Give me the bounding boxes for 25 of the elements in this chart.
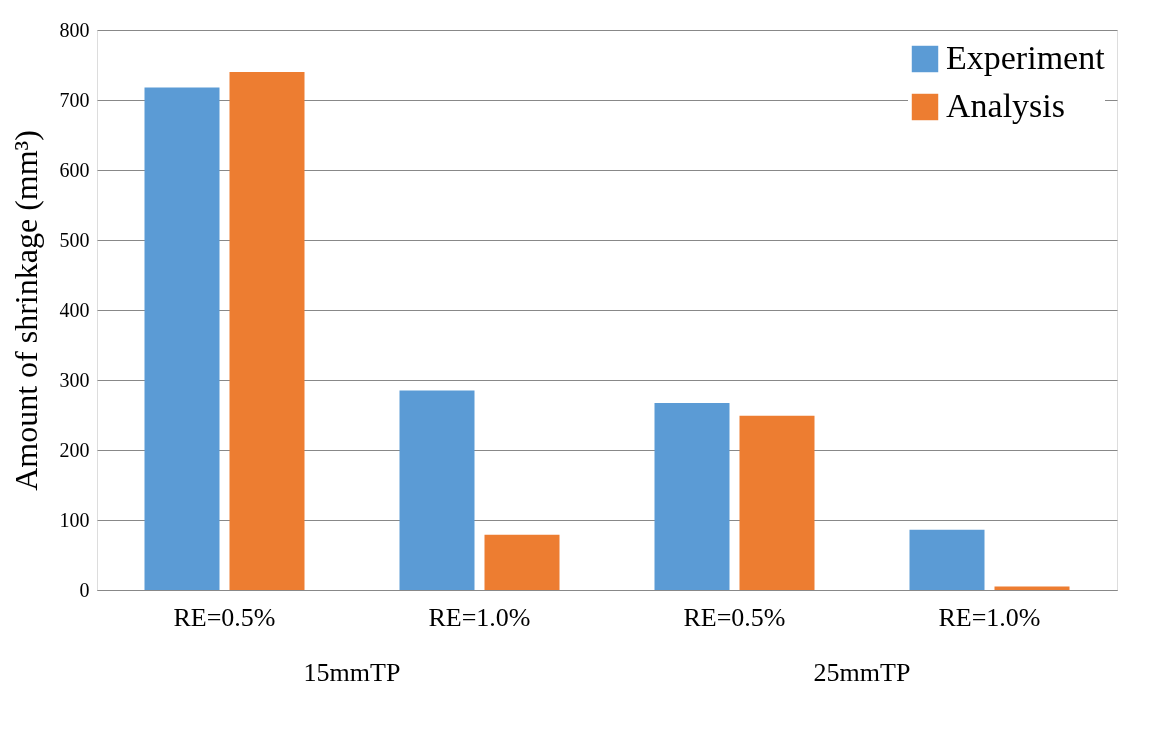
x-tick-label: RE=1.0% [428,602,531,632]
y-axis-title: Amount of shrinkage (mm³) [7,130,44,491]
y-tick-label: 300 [59,368,90,391]
bar [909,529,985,590]
bar [739,415,815,590]
x-tick-label: RE=1.0% [938,602,1041,632]
y-tick-label: 200 [59,438,90,461]
bar [399,390,475,590]
x-tick-label: RE=0.5% [683,602,786,632]
bar [654,403,730,590]
y-tick-label: 800 [59,18,90,41]
x-tick-label: RE=0.5% [173,602,276,632]
y-tick-label: 600 [59,158,90,181]
y-tick-label: 500 [59,228,90,251]
legend-label: Experiment [946,39,1106,76]
y-tick-label: 700 [59,88,90,111]
y-tick-label: 400 [59,298,90,321]
bar [229,72,305,590]
y-tick-label: 0 [79,578,90,601]
text: 15mmTP [303,658,401,687]
legend-label: Analysis [946,87,1065,124]
bar [144,87,220,590]
bar [484,534,560,590]
y-tick-label: 100 [59,508,90,531]
text: 25mmTP [813,658,911,687]
